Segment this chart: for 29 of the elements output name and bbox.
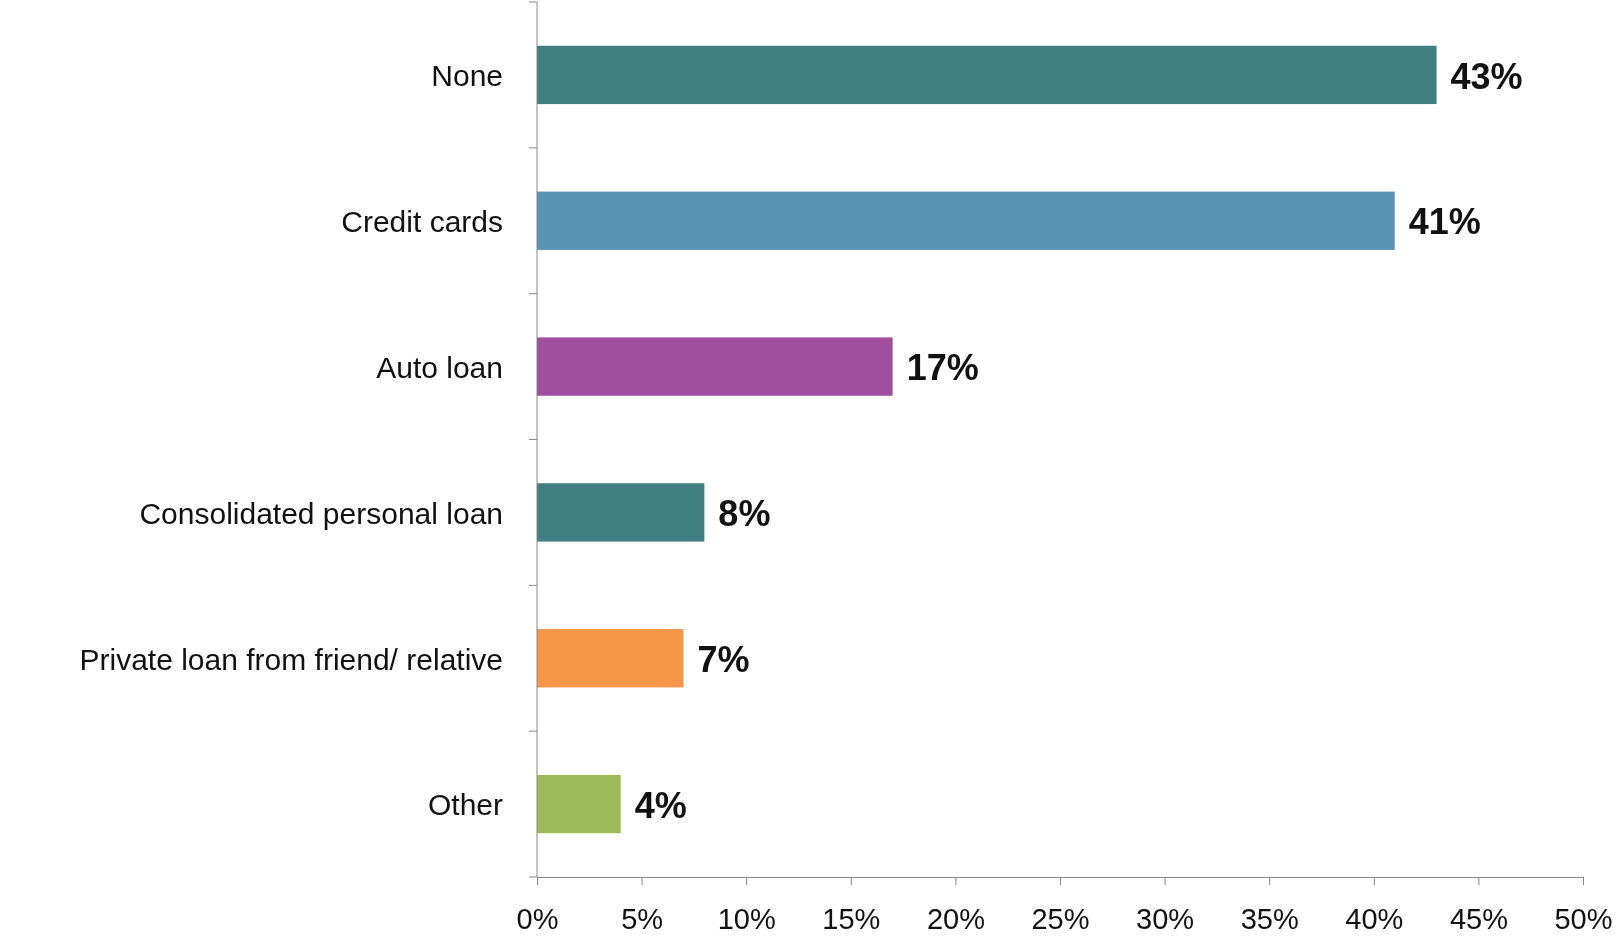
data-label: 17% <box>906 347 979 389</box>
y-tick-label: Credit cards <box>341 205 503 239</box>
data-label: 41% <box>1408 201 1481 243</box>
bar <box>537 45 1437 105</box>
x-tick-label: 5% <box>621 902 664 935</box>
data-label: 7% <box>697 638 750 680</box>
x-tick-label: 10% <box>717 902 776 935</box>
x-tick-label: 0% <box>516 902 559 935</box>
bar <box>537 483 705 542</box>
bar <box>537 629 684 688</box>
x-tick-label: 15% <box>822 902 881 935</box>
data-label: 43% <box>1450 55 1523 97</box>
bar <box>537 337 893 396</box>
bar <box>537 191 1395 250</box>
data-label: 4% <box>634 784 687 826</box>
x-tick-label: 40% <box>1345 902 1404 935</box>
x-tick-label: 35% <box>1240 902 1299 935</box>
x-tick-label: 50% <box>1554 902 1613 935</box>
bar <box>537 774 621 834</box>
x-tick-label: 20% <box>926 902 985 935</box>
y-tick-label: Consolidated personal loan <box>139 496 503 530</box>
x-tick-label: 45% <box>1449 902 1508 935</box>
data-label: 8% <box>718 493 771 535</box>
x-tick-label: 30% <box>1136 902 1195 935</box>
y-tick-label: Other <box>427 788 504 822</box>
y-tick-label: None <box>431 59 503 93</box>
y-tick-label: Private loan from friend/ relative <box>79 642 503 676</box>
x-tick-label: 25% <box>1031 902 1090 935</box>
y-tick-label: Auto loan <box>376 350 503 384</box>
